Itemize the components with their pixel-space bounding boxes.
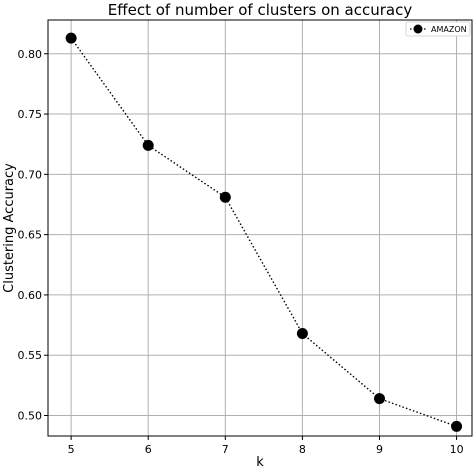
y-tick-label: 0.70 bbox=[18, 168, 43, 181]
data-point bbox=[219, 191, 231, 203]
x-tick-label: 8 bbox=[299, 443, 306, 456]
x-tick-label: 9 bbox=[376, 443, 383, 456]
x-axis-label: k bbox=[256, 455, 264, 468]
data-point bbox=[296, 328, 308, 340]
y-tick-label: 0.80 bbox=[18, 48, 43, 61]
plot-frame bbox=[47, 19, 473, 437]
y-axis-ticks: 0.50 0.55 0.60 0.65 0.70 0.75 0.80 bbox=[18, 48, 48, 423]
series-amazon bbox=[65, 32, 463, 432]
x-tick-label: 10 bbox=[450, 443, 464, 456]
y-tick-label: 0.55 bbox=[18, 349, 43, 362]
x-tick-label: 7 bbox=[222, 443, 229, 456]
x-axis-ticks: 5 6 7 8 9 10 bbox=[68, 436, 464, 456]
legend-box bbox=[405, 21, 471, 37]
y-tick-label: 0.50 bbox=[18, 410, 43, 423]
data-point bbox=[373, 393, 385, 405]
data-point bbox=[65, 32, 77, 44]
legend-label: AMAZON bbox=[431, 25, 467, 34]
y-tick-label: 0.60 bbox=[18, 289, 43, 302]
data-point bbox=[142, 139, 154, 151]
x-tick-label: 5 bbox=[68, 443, 75, 456]
grid-lines bbox=[48, 20, 472, 436]
y-tick-label: 0.75 bbox=[18, 108, 43, 121]
series-line bbox=[70, 37, 457, 428]
y-tick-label: 0.65 bbox=[18, 229, 43, 242]
x-tick-label: 6 bbox=[145, 443, 152, 456]
chart-title: Effect of number of clusters on accuracy bbox=[108, 1, 413, 19]
legend: AMAZON bbox=[405, 21, 471, 37]
y-axis-label: Clustering Accuracy bbox=[2, 163, 17, 293]
legend-marker bbox=[413, 24, 423, 34]
data-point bbox=[451, 420, 463, 432]
